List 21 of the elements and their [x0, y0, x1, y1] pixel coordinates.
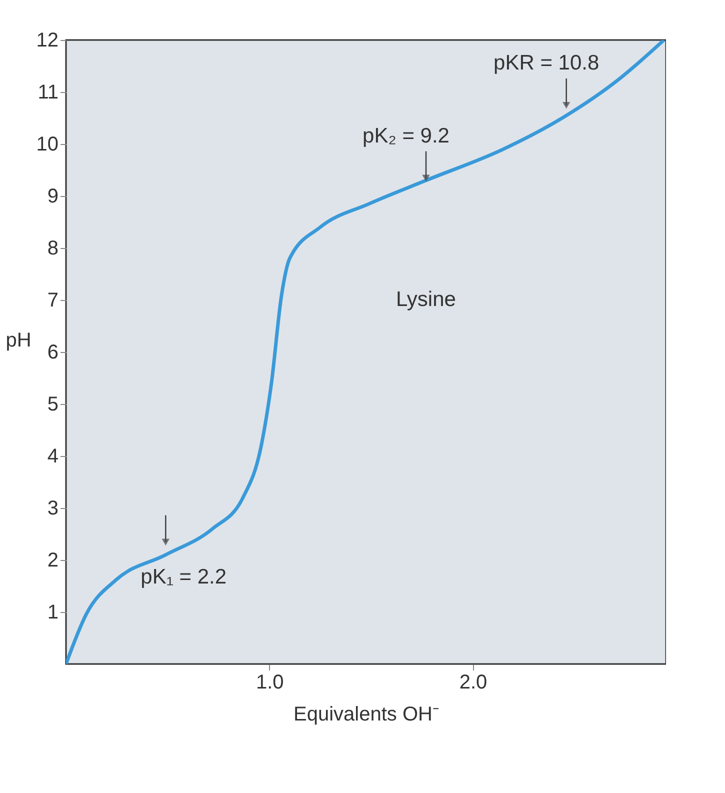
- y-tick-label: 5: [47, 394, 58, 416]
- y-axis-title: pH: [6, 330, 32, 352]
- y-tick-label: 8: [47, 238, 58, 260]
- y-tick-label: 11: [38, 82, 58, 104]
- y-tick-label: 6: [47, 342, 58, 364]
- x-tick-label: 2.0: [459, 672, 488, 694]
- x-axis-title: Equivalents OH⁻: [294, 704, 440, 726]
- y-tick-label: 10: [36, 134, 58, 156]
- annotation: Lysine: [396, 288, 456, 311]
- y-tick-label: 7: [47, 290, 58, 312]
- annotation: pK₁ = 2.2: [140, 566, 227, 589]
- y-tick-label: 12: [36, 30, 58, 52]
- y-tick-label: 9: [47, 186, 58, 208]
- y-tick-label: 2: [47, 550, 58, 572]
- y-tick-label: 1: [47, 602, 58, 624]
- y-tick-label: 3: [47, 498, 58, 520]
- y-tick-label: 4: [47, 446, 58, 468]
- line-series: [66, 40, 666, 664]
- annotation: pK₂ = 9.2: [362, 124, 450, 148]
- x-tick-label: 1.0: [256, 672, 284, 694]
- annotation: pKR = 10.8: [494, 52, 600, 75]
